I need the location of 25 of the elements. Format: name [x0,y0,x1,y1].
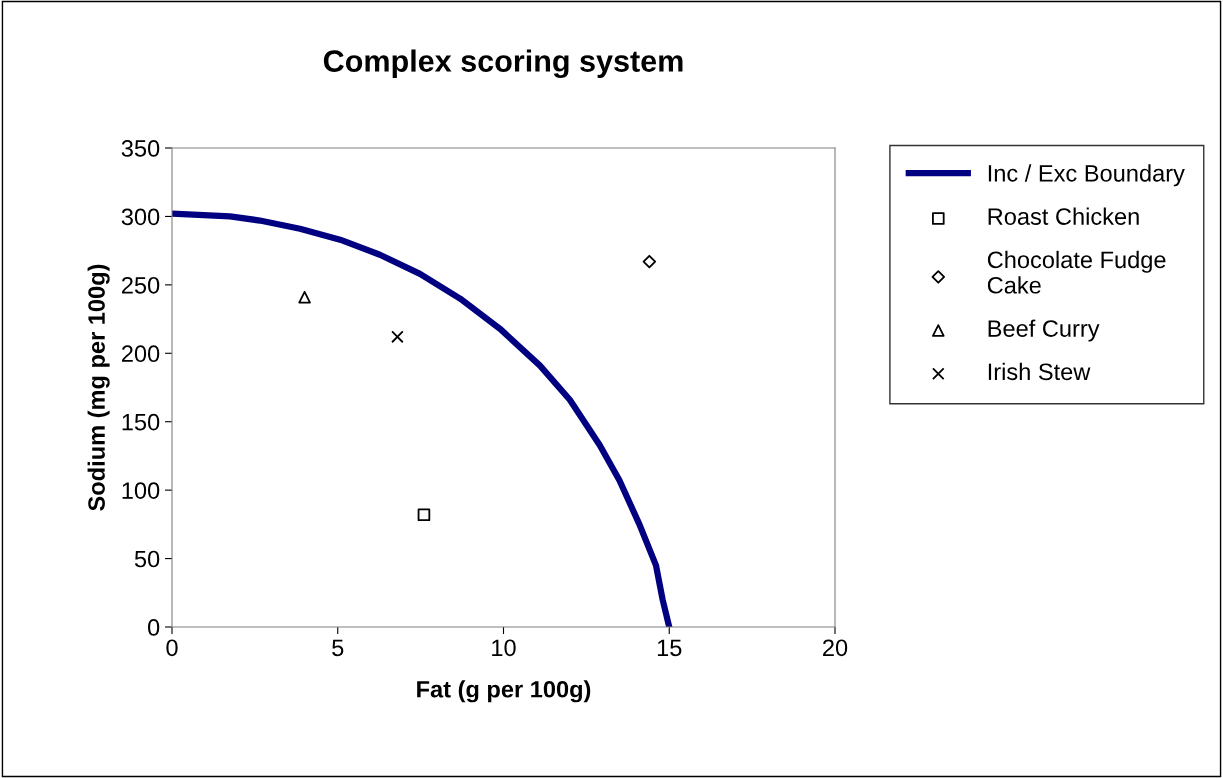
point [391,330,404,344]
y-axis-title: Sodium (mg per 100g) [87,264,110,511]
x-tick-label: 15 [657,639,682,657]
y-tick-label: 50 [134,550,160,568]
x-tick-label: 20 [823,639,848,657]
y-tick-label: 150 [122,413,160,431]
y-tick-label: 100 [122,482,160,499]
point [642,254,657,269]
x-tick-label: 5 [332,639,344,657]
point [417,508,431,522]
y-tick-label: 300 [121,208,160,226]
legend-label: Beef Curry [988,319,1100,342]
chart-title: Complex scoring system [323,49,683,79]
x-tick-label: 0 [166,639,178,657]
legend-label: Chocolate Fudge Cake [987,250,1166,294]
legend-label: Irish Stew [988,362,1091,381]
y-tick-label: 350 [121,140,160,157]
legend-label: Roast Chicken [988,207,1139,225]
y-tick-label: 0 [147,619,160,636]
x-tick-label: 10 [492,639,516,657]
x-axis-title: Fat (g per 100g) [417,680,591,703]
y-tick-label: 200 [121,345,160,363]
legend-label: Inc / Exc Boundary [988,164,1185,187]
point [298,290,311,304]
y-tick-label: 250 [121,276,160,294]
